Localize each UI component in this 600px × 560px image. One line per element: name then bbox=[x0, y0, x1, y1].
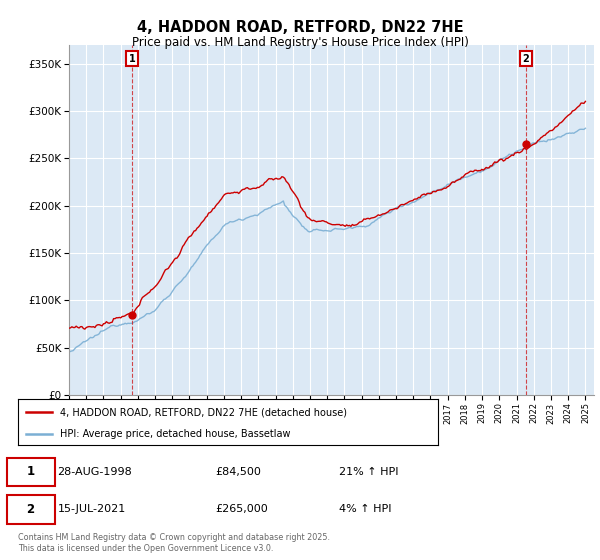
Text: HPI: Average price, detached house, Bassetlaw: HPI: Average price, detached house, Bass… bbox=[60, 429, 290, 438]
Text: Price paid vs. HM Land Registry's House Price Index (HPI): Price paid vs. HM Land Registry's House … bbox=[131, 36, 469, 49]
Text: £265,000: £265,000 bbox=[215, 505, 268, 514]
Text: £84,500: £84,500 bbox=[215, 467, 261, 477]
Text: 4, HADDON ROAD, RETFORD, DN22 7HE (detached house): 4, HADDON ROAD, RETFORD, DN22 7HE (detac… bbox=[60, 407, 347, 417]
Text: 28-AUG-1998: 28-AUG-1998 bbox=[58, 467, 132, 477]
Text: 1: 1 bbox=[26, 465, 34, 478]
FancyBboxPatch shape bbox=[7, 458, 55, 486]
Text: 4, HADDON ROAD, RETFORD, DN22 7HE: 4, HADDON ROAD, RETFORD, DN22 7HE bbox=[137, 20, 463, 35]
FancyBboxPatch shape bbox=[7, 496, 55, 524]
Text: 2: 2 bbox=[523, 54, 529, 63]
Text: Contains HM Land Registry data © Crown copyright and database right 2025.
This d: Contains HM Land Registry data © Crown c… bbox=[18, 533, 330, 553]
Text: 4% ↑ HPI: 4% ↑ HPI bbox=[340, 505, 392, 514]
Text: 2: 2 bbox=[26, 503, 34, 516]
Text: 21% ↑ HPI: 21% ↑ HPI bbox=[340, 467, 399, 477]
Text: 15-JUL-2021: 15-JUL-2021 bbox=[58, 505, 126, 514]
Text: 1: 1 bbox=[128, 54, 135, 63]
